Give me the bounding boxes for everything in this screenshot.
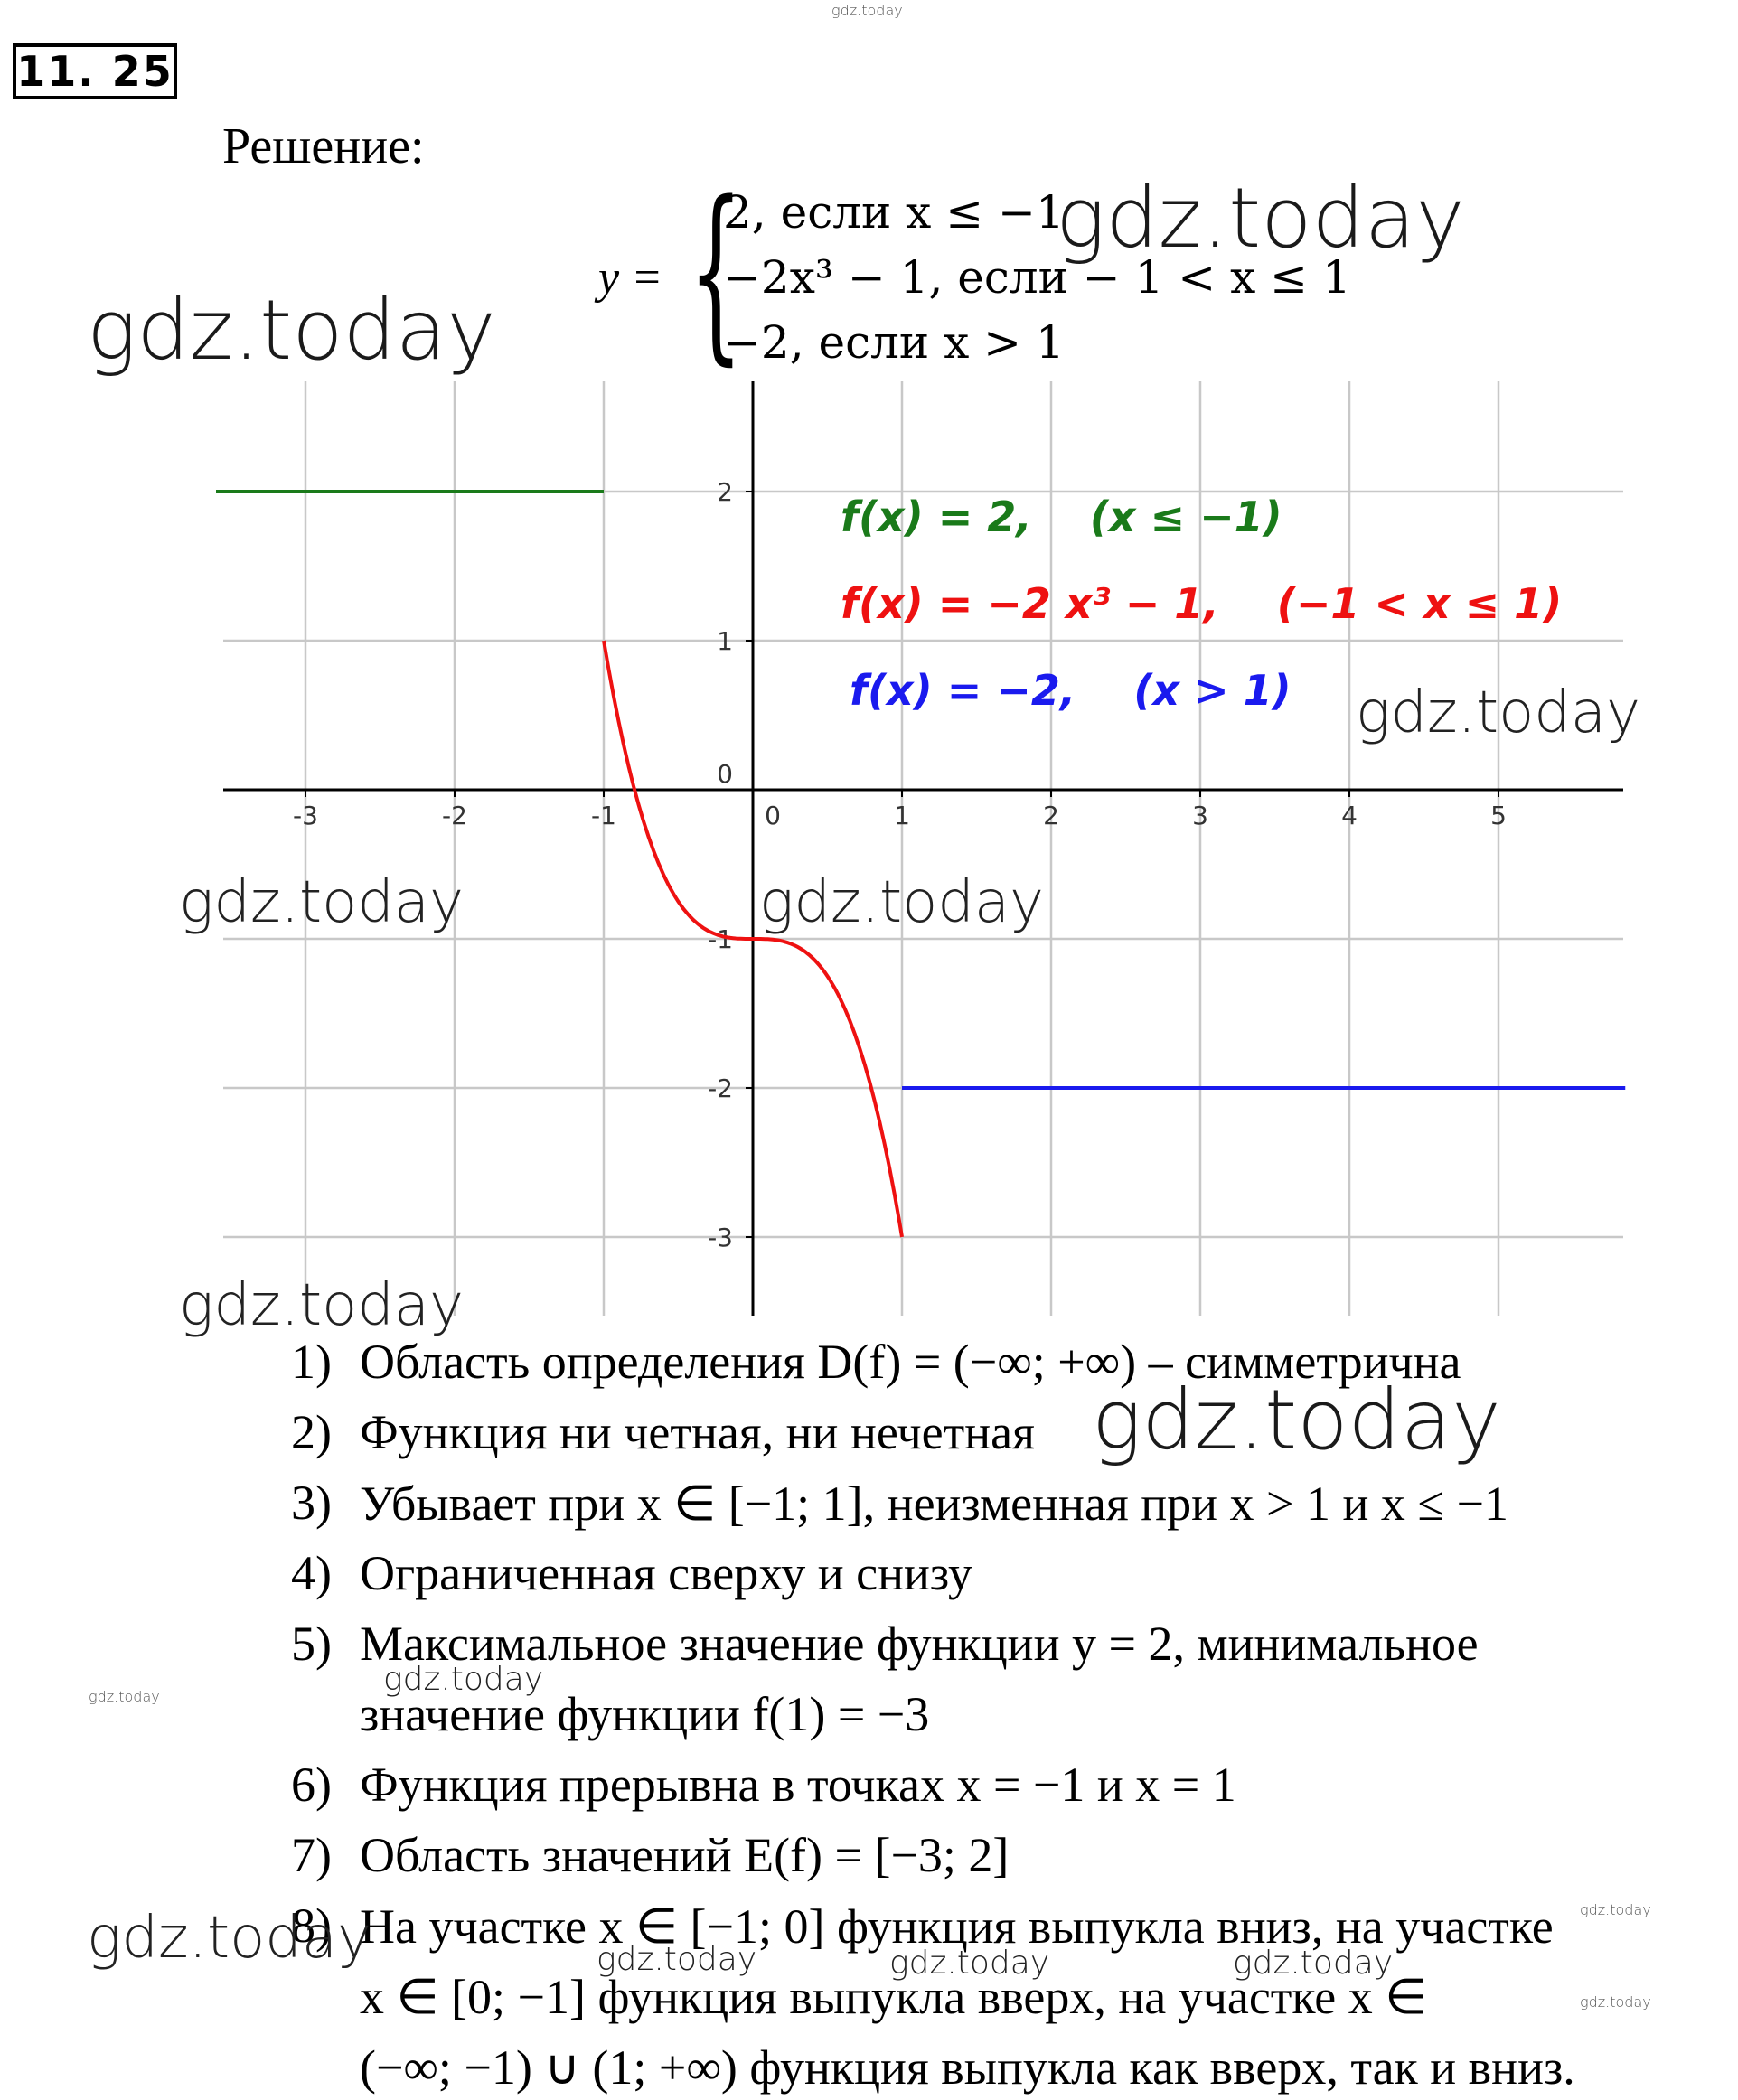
solution-label: Решение: (222, 118, 425, 174)
item-number: 3) (291, 1476, 332, 1530)
y-tick-label: 0 (717, 759, 733, 789)
item-number: 8) (291, 1898, 332, 1953)
item-text: Функция ни четная, ни нечетная (360, 1405, 1035, 1459)
watermark: gdz.today (89, 1688, 160, 1705)
item-text: Функция прерывна в точках x = −1 и x = 1 (360, 1758, 1236, 1812)
watermark: gdz.today (831, 2, 903, 19)
watermark: gdz.today (1056, 170, 1465, 267)
system-brace: { (689, 161, 744, 382)
watermark: gdz.today (1356, 680, 1640, 746)
watermark: gdz.today (383, 1661, 544, 1698)
watermark: gdz.today (597, 1941, 757, 1978)
item-text-continuation: значение функции f(1) = −3 (360, 1687, 930, 1741)
x-tick-label: 1 (894, 801, 910, 830)
watermark: gdz.today (1233, 1945, 1394, 1982)
x-tick-label: 4 (1341, 801, 1358, 830)
y-tick-label: 2 (717, 477, 733, 507)
system-lhs: y = (598, 252, 663, 304)
watermark: gdz.today (87, 282, 496, 379)
watermark: gdz.today (1092, 1372, 1501, 1468)
system-case-3: −2, если x > 1 (723, 316, 1065, 369)
y-tick-label: 1 (717, 626, 733, 656)
item-number: 6) (291, 1758, 332, 1812)
watermark: gdz.today (759, 869, 1044, 936)
item-number: 2) (291, 1405, 332, 1459)
item-number: 4) (291, 1546, 332, 1600)
x-tick-label: 3 (1192, 801, 1208, 830)
x-tick-label: 0 (765, 801, 781, 830)
item-number: 5) (291, 1617, 332, 1671)
x-tick-label: 5 (1490, 801, 1507, 830)
item-text: Ограниченная сверху и снизу (360, 1546, 973, 1600)
series-curve (602, 640, 904, 1238)
watermark: gdz.today (179, 1272, 464, 1339)
watermark: gdz.today (1580, 1993, 1651, 2011)
x-tick-label: 2 (1043, 801, 1059, 830)
item-text-continuation: x ∈ [0; −1] функция выпукла вверх, на уч… (360, 1970, 1428, 2024)
x-tick-label: -3 (293, 801, 318, 830)
item-text: Область определения D(f) = (−∞; +∞) – си… (360, 1335, 1461, 1389)
watermark: gdz.today (87, 1905, 371, 1972)
watermark: gdz.today (889, 1945, 1050, 1982)
item-text: Убывает при x ∈ [−1; 1], неизменная при … (360, 1477, 1508, 1531)
legend-entry: f(x) = −2 x³ − 1, (−1 < x ≤ 1) (841, 579, 1562, 628)
problem-number: 11. 25 (13, 43, 177, 99)
watermark: gdz.today (1580, 1901, 1651, 1918)
legend-entry: f(x) = 2, (x ≤ −1) (841, 492, 1282, 541)
legend-entry: f(x) = −2, (x > 1) (850, 666, 1292, 715)
system-case-1: 2, если x ≤ −1 (723, 186, 1065, 239)
item-number: 1) (291, 1335, 332, 1389)
item-text: На участке x ∈ [−1; 0] функция выпукла в… (360, 1899, 1554, 1954)
item-text: Максимальное значение функции y = 2, мин… (360, 1617, 1479, 1671)
x-tick-label: -2 (442, 801, 467, 830)
watermark: gdz.today (179, 869, 464, 936)
item-number: 7) (291, 1828, 332, 1882)
x-tick-label: -1 (591, 801, 616, 830)
item-text: Область значений E(f) = [−3; 2] (360, 1828, 1010, 1882)
y-tick-label: -2 (708, 1073, 733, 1103)
item-text-continuation: (−∞; −1) ∪ (1; +∞) функция выпукла как в… (360, 2040, 1575, 2095)
y-tick-label: -3 (708, 1223, 733, 1252)
system-case-2: −2x³ − 1, если − 1 < x ≤ 1 (723, 251, 1351, 304)
